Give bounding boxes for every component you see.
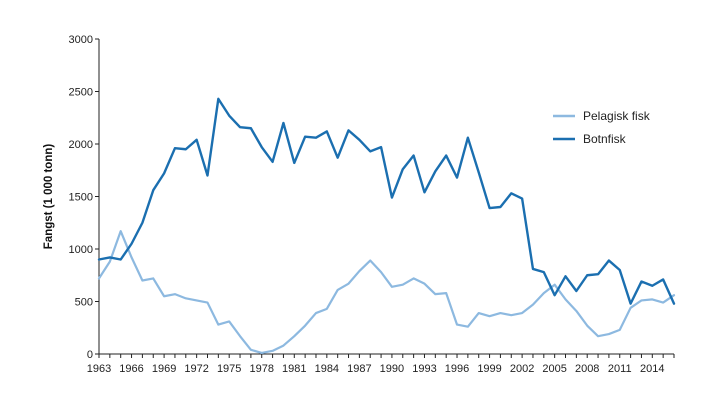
chart-series-group: [97, 97, 676, 355]
y-tick-label: 2000: [69, 139, 93, 151]
y-tick-label: 500: [75, 297, 93, 309]
x-tick-label: 1978: [249, 363, 273, 375]
x-tick-label: 1990: [380, 363, 404, 375]
y-tick-label: 3000: [69, 34, 93, 46]
x-tick-label: 2008: [575, 363, 599, 375]
x-tick-label: 1966: [119, 363, 143, 375]
x-tick-label: 1981: [282, 363, 306, 375]
x-tick-label: 1972: [184, 363, 208, 375]
chart-axes: 0 500 1000 1500 2000 2500 3000 1963 1966 1969 1972…: [43, 34, 675, 375]
y-axis-title: Fangst (1 000 tonn): [43, 144, 55, 250]
x-tick-label: 2014: [640, 363, 664, 375]
x-tick-label: 1996: [445, 363, 469, 375]
x-tick-label: 1993: [412, 363, 436, 375]
chart-legend: Pelagisk fisk Botnfisk: [553, 109, 651, 146]
series-line-pelagisk-fisk: [97, 230, 676, 355]
legend-label: Pelagisk fisk: [583, 109, 651, 123]
x-tick-label: 2011: [608, 363, 632, 375]
x-tick-label: 1987: [347, 363, 371, 375]
legend-label: Botnfisk: [583, 132, 627, 146]
x-tick-label: 2002: [510, 363, 534, 375]
y-tick-label: 1000: [69, 244, 93, 256]
x-tick-label: 2005: [542, 363, 566, 375]
y-tick-label: 1500: [69, 192, 93, 204]
y-tick-label: 2500: [69, 87, 93, 99]
y-tick-label: 0: [87, 349, 93, 361]
x-tick-label: 1963: [87, 363, 111, 375]
x-tick-label: 1975: [217, 363, 241, 375]
x-tick-label: 1984: [315, 363, 339, 375]
x-tick-label: 1999: [477, 363, 501, 375]
series-line-botnfisk: [97, 97, 676, 305]
x-tick-label: 1969: [152, 363, 176, 375]
